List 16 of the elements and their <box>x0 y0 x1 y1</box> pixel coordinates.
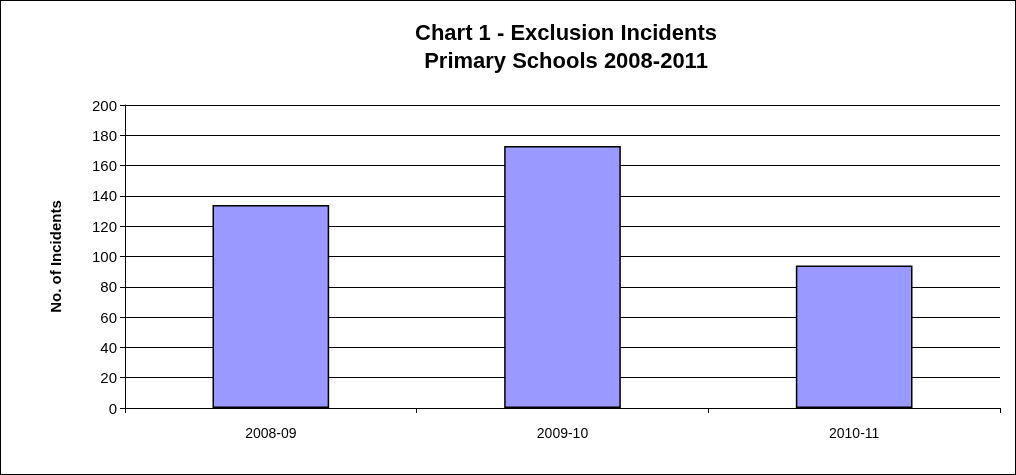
x-tick-label: 2008-09 <box>245 425 297 441</box>
chart-title: Chart 1 - Exclusion Incidents Primary Schools 2008-2011 <box>415 19 717 73</box>
y-tick-label: 100 <box>91 248 117 265</box>
y-tick-label: 180 <box>91 126 117 144</box>
y-tick-label: 20 <box>100 369 117 387</box>
y-tick-label: 120 <box>91 217 117 235</box>
y-tick-label: 60 <box>100 308 117 326</box>
y-tick-label: 40 <box>100 338 117 356</box>
y-tick-label: 80 <box>100 278 117 296</box>
y-tick-label: 140 <box>91 187 117 205</box>
y-tick-label: 0 <box>108 399 117 417</box>
y-tick-label: 200 <box>91 96 117 114</box>
y-axis-title: No. of Incidents <box>47 200 64 313</box>
x-tick-label: 2010-11 <box>828 425 880 441</box>
y-tick-label: 160 <box>91 157 117 175</box>
x-tick-label: 2009-10 <box>536 425 589 441</box>
